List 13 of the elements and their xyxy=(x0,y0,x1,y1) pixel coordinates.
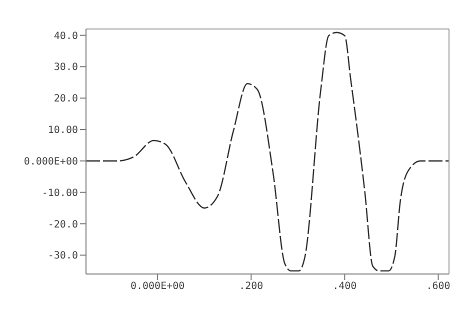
y-tick-label: -30.0 xyxy=(48,250,78,262)
y-tick-label: 40.0 xyxy=(54,30,78,42)
y-tick-label: 0.000E+00 xyxy=(24,156,78,168)
y-tick-label: -20.0 xyxy=(48,219,78,230)
y-tick-label: -10.00 xyxy=(42,188,78,199)
y-tick-label: 30.0 xyxy=(54,62,78,74)
x-tick-label: .400 xyxy=(332,281,357,292)
y-tick-label: 10.00 xyxy=(48,125,78,136)
y-tick-label: 20.0 xyxy=(54,94,78,105)
x-tick-label: .200 xyxy=(239,281,264,292)
x-tick-label: 0.000E+00 xyxy=(130,281,185,292)
line-series xyxy=(86,32,449,272)
x-tick-label: .600 xyxy=(426,281,450,292)
